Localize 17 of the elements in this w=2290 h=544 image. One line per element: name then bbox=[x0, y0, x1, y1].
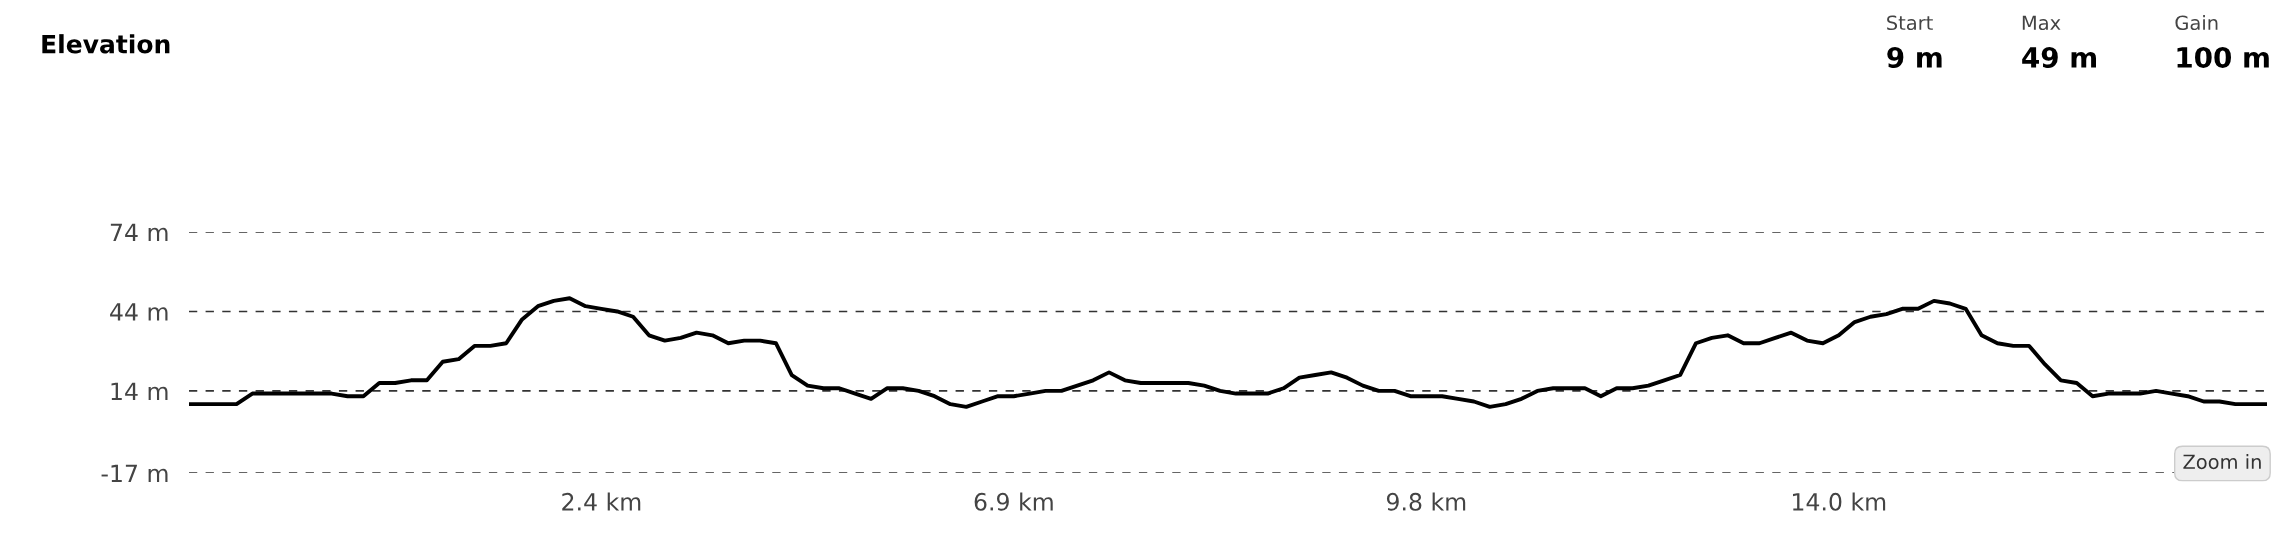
x-tick-label: 2.4 km bbox=[562, 492, 641, 511]
annotation: Zoom in bbox=[2183, 454, 2261, 470]
text: Max bbox=[2022, 15, 2061, 31]
text: 49 m bbox=[2022, 46, 2096, 68]
x-tick-label: 6.9 km bbox=[974, 492, 1053, 511]
y-tick-label: 74 m bbox=[110, 223, 168, 241]
y-tick-label: -17 m bbox=[101, 464, 168, 482]
line-series bbox=[188, 296, 2268, 409]
y-tick-label: 14 m bbox=[111, 382, 168, 400]
x-tick-label: 14.0 km bbox=[1792, 492, 1886, 511]
text: 9 m bbox=[1887, 46, 1942, 68]
x-tick-label: 9.8 km bbox=[1386, 492, 1466, 511]
chart-title: Elevation bbox=[42, 34, 170, 54]
text: 100 m bbox=[2177, 46, 2269, 68]
text: Gain bbox=[2175, 15, 2218, 31]
y-tick-label: 44 m bbox=[110, 303, 168, 321]
text: Start bbox=[1887, 15, 1933, 31]
